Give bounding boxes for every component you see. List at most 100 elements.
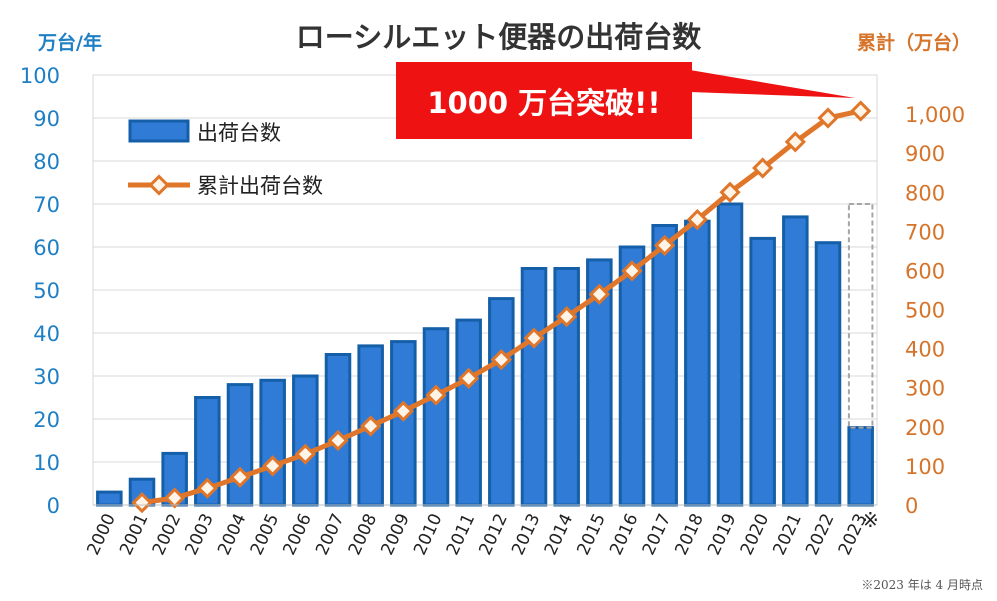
chart-title: ローシルエット便器の出荷台数	[295, 20, 702, 54]
line-marker	[686, 209, 708, 231]
line-marker	[164, 487, 186, 509]
left-tick-label: 80	[33, 150, 60, 174]
bar	[847, 426, 874, 507]
x-tick-label: 2011	[443, 511, 479, 559]
right-tick-label: 200	[905, 416, 945, 440]
line-marker	[752, 157, 774, 179]
left-tick-label: 60	[33, 236, 60, 260]
bar	[814, 241, 842, 507]
x-tick-label: 2002	[149, 511, 185, 559]
bar	[684, 219, 711, 507]
left-tick-label: 30	[33, 365, 60, 389]
right-tick-label: 700	[905, 220, 945, 244]
line-series	[131, 100, 872, 514]
x-tick-label: 2018	[671, 511, 707, 559]
left-tick-label: 100	[20, 64, 60, 88]
line-marker	[817, 107, 839, 129]
bar	[782, 215, 809, 507]
x-tick-label: 2016	[606, 511, 642, 559]
right-tick-label: 1,000	[905, 103, 965, 127]
projection-dashed-box	[847, 203, 874, 429]
legend: 出荷台数 累計出荷台数	[128, 119, 323, 198]
x-tick-label: 2015	[573, 511, 609, 559]
x-tick-label: 2013	[508, 511, 544, 559]
left-tick-label: 90	[33, 107, 60, 131]
legend-bar-label: 出荷台数	[197, 121, 281, 145]
bar	[422, 327, 450, 507]
left-tick-label: 50	[33, 279, 60, 303]
bar	[455, 318, 482, 507]
x-tick-label: 2012	[475, 511, 511, 559]
bar	[488, 297, 515, 507]
callout-text: 1000 万台突破!!	[427, 86, 660, 120]
x-tick-label: 2003	[181, 511, 217, 559]
x-tick-label: 2006	[279, 511, 315, 559]
line-marker	[850, 100, 872, 122]
line-marker	[196, 477, 218, 499]
x-tick-label: 2001	[116, 511, 152, 559]
line-marker	[392, 400, 414, 422]
x-tick-label: 2020	[737, 511, 773, 559]
right-tick-label: 100	[905, 455, 945, 479]
right-tick-label: 400	[905, 338, 945, 362]
bar	[292, 374, 319, 507]
bar	[618, 245, 646, 507]
x-tick-label: 2022	[802, 511, 838, 559]
bar-series	[96, 202, 874, 507]
bar	[259, 378, 286, 507]
legend-line-label: 累計出荷台数	[197, 174, 323, 198]
callout: 1000 万台突破!!	[396, 62, 855, 139]
left-tick-label: 40	[33, 322, 60, 346]
x-tick-label: 2007	[312, 511, 348, 559]
left-tick-label: 10	[33, 451, 60, 475]
right-tick-label: 600	[905, 259, 945, 283]
right-tick-label: 900	[905, 142, 945, 166]
callout-box	[396, 62, 692, 139]
bar	[716, 202, 744, 507]
line-marker	[229, 466, 251, 488]
line-marker	[360, 415, 382, 437]
right-axis-unit: 累計（万台）	[856, 32, 971, 54]
line-marker	[425, 384, 447, 406]
line-marker	[556, 305, 578, 328]
left-tick-label: 0	[47, 494, 60, 518]
line-marker	[490, 348, 512, 371]
x-tick-label: 2014	[541, 511, 577, 559]
x-tick-label: 2005	[247, 511, 283, 559]
right-tick-label: 300	[905, 377, 945, 401]
bar	[749, 236, 776, 507]
x-tick-label: 2009	[377, 511, 413, 559]
right-tick-label: 0	[905, 494, 918, 518]
left-axis-unit: 万台/年	[38, 32, 102, 54]
x-tick-label: 2000	[83, 511, 119, 559]
line-marker	[523, 327, 545, 349]
line-marker	[621, 260, 643, 282]
right-tick-label: 500	[905, 299, 945, 323]
x-tick-label: 2004	[214, 511, 250, 559]
bar	[96, 490, 123, 507]
legend-bar-swatch	[128, 119, 190, 143]
bar	[651, 224, 678, 507]
line-marker	[327, 429, 349, 452]
right-tick-label: 800	[905, 181, 945, 205]
x-tick-label: 2008	[345, 511, 381, 559]
line-marker	[131, 492, 153, 514]
line-marker	[719, 181, 741, 203]
line-marker	[262, 455, 284, 477]
bar	[390, 340, 417, 507]
asterisk-mark: ※	[862, 508, 879, 532]
line-marker	[458, 367, 480, 389]
bar	[520, 267, 548, 507]
x-tick-label: 2017	[639, 511, 675, 559]
legend-line-marker	[148, 174, 170, 196]
x-tick-label: 2010	[410, 511, 446, 559]
line-marker	[654, 234, 676, 257]
callout-pointer	[690, 70, 855, 98]
x-tick-label: 2019	[704, 511, 740, 559]
line-marker	[294, 443, 316, 465]
x-tick-label: 2021	[769, 511, 805, 559]
line-marker	[784, 131, 806, 153]
left-tick-label: 20	[33, 408, 60, 432]
